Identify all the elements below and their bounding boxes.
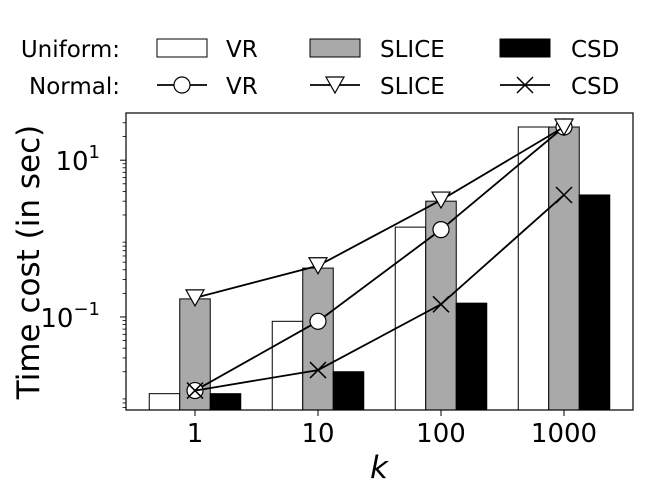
marker-csd-10 [309, 361, 327, 379]
line-csd [194, 194, 565, 392]
x-tick-label-10: 10 [301, 419, 334, 449]
x-axis-label: k [370, 450, 389, 486]
line-slice [194, 126, 565, 299]
marker-csd-100 [432, 295, 450, 313]
legend-row-label-1: Normal: [29, 74, 120, 100]
legend-marker-vr [173, 76, 191, 94]
legend-swatch-bar-slice [309, 38, 361, 58]
marker-slice-1 [184, 289, 206, 308]
legend-label-bar-csd: CSD [571, 37, 619, 63]
marker-slice-100 [430, 191, 452, 210]
x-axis: 1 10 100 1000 [187, 410, 597, 449]
bar-vr-1000 [517, 126, 550, 411]
legend-label-bar-vr: VR [226, 37, 258, 63]
marker-vr-100 [432, 221, 450, 239]
marker-csd-1 [186, 382, 204, 400]
legend-marker-csd [516, 76, 534, 94]
bar-vr-1 [148, 393, 181, 411]
marker-slice-10 [307, 257, 329, 275]
legend-swatch-bar-vr [156, 38, 208, 58]
legend: Uniform: Normal: VR SLICE CSD VR SLICE CSD [21, 37, 620, 100]
line-vr [194, 126, 565, 392]
y-axis: 101 10−1 [40, 122, 126, 408]
plot-area-frame [125, 112, 634, 411]
legend-label-line-csd: CSD [571, 74, 619, 100]
bar-slice-10 [302, 267, 334, 411]
bar-vr-10 [271, 320, 304, 411]
x-tick-label-1: 1 [187, 419, 204, 449]
legend-swatch-bar-csd [499, 38, 551, 58]
legend-label-line-slice: SLICE [380, 74, 445, 100]
x-tick-label-100: 100 [416, 419, 466, 449]
legend-row-label-0: Uniform: [21, 37, 120, 63]
bar-csd-1 [209, 393, 242, 411]
bar-slice-1000 [548, 126, 580, 411]
marker-csd-1000 [555, 186, 573, 204]
y-axis-label: Time cost (in sec) [11, 125, 47, 400]
bars-layer [148, 126, 611, 411]
marker-slice-1000 [553, 118, 575, 137]
bar-csd-1000 [578, 194, 611, 411]
legend-label-bar-slice: SLICE [380, 37, 445, 63]
bar-vr-100 [394, 226, 427, 411]
legend-label-line-vr: VR [226, 74, 258, 100]
bar-csd-100 [455, 302, 488, 411]
legend-marker-slice [324, 76, 346, 95]
marker-vr-10 [309, 312, 327, 330]
x-tick-label-1000: 1000 [531, 419, 597, 449]
y-tick-label-1: 10−1 [40, 299, 100, 334]
bar-csd-10 [332, 371, 365, 411]
lines-layer [184, 118, 575, 400]
y-tick-label-0: 101 [55, 142, 100, 177]
